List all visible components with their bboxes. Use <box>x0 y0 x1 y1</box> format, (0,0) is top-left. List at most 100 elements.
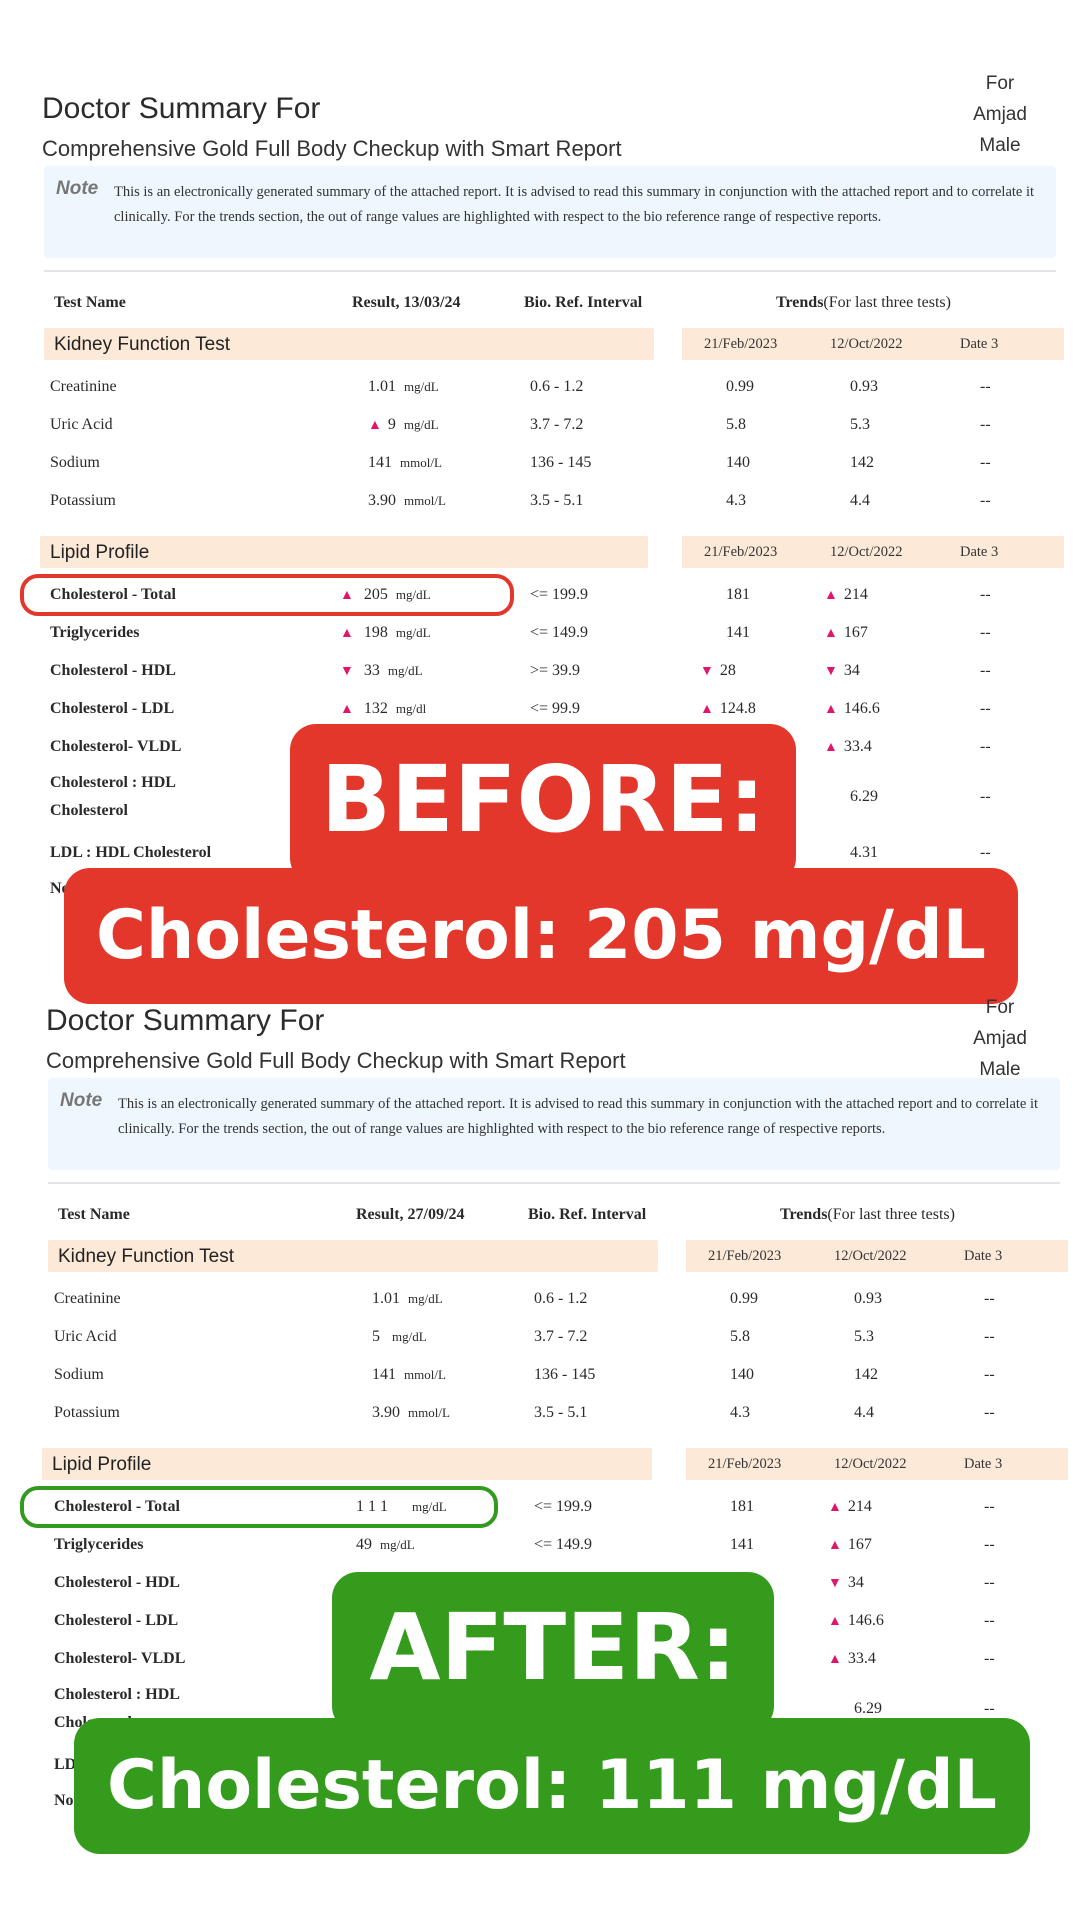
test-name: Potassium <box>54 1404 120 1421</box>
trend-date-3: Date 3 <box>960 544 999 560</box>
trend-3: -- <box>984 1290 995 1307</box>
table-row: Cholesterol : HDL Cholesterol 6.29 -- <box>0 770 1080 828</box>
table-row: Cholesterol - HDL 34 -- <box>0 1570 1080 1600</box>
trend-1: 5.8 <box>726 416 746 433</box>
after-badge-top: AFTER: <box>332 1572 774 1732</box>
header-ref: Bio. Ref. Interval <box>524 294 643 311</box>
trend-date-3: Date 3 <box>964 1456 1003 1472</box>
trend-3: -- <box>980 378 991 395</box>
patient-info: For Amjad Male <box>960 992 1040 1085</box>
flag-up-icon <box>824 700 844 717</box>
report-subtitle: Comprehensive Gold Full Body Checkup wit… <box>42 136 622 161</box>
section-lipid: Lipid Profile <box>42 1448 652 1480</box>
flag-up-icon <box>824 586 844 603</box>
flag-down-icon <box>340 662 360 679</box>
test-name: Cholesterol - Total <box>50 586 176 603</box>
trends-label: Trends <box>780 1206 828 1223</box>
result-value: 198 mg/dL <box>340 624 431 642</box>
trends-note: (For last three tests) <box>827 1206 955 1223</box>
ref-interval: 0.6 - 1.2 <box>530 378 584 395</box>
trend-2: 214 <box>828 1498 872 1516</box>
divider <box>48 1182 1060 1184</box>
trend-2: 146.6 <box>824 700 880 718</box>
note-box: Note This is an electronically generated… <box>48 1078 1060 1170</box>
trend-date-3: Date 3 <box>960 336 999 352</box>
trend-1: 141 <box>726 624 750 641</box>
trends-note: (For last three tests) <box>823 294 951 311</box>
header-result: Result, 27/09/24 <box>356 1206 465 1223</box>
trend-3: -- <box>984 1536 995 1553</box>
trend-date-1: 21/Feb/2023 <box>708 1456 782 1472</box>
test-name: LD <box>54 1756 77 1773</box>
patient-name: Amjad <box>973 1028 1027 1049</box>
test-name: Cholesterol - LDL <box>50 700 175 717</box>
flag-up-icon <box>340 586 360 603</box>
ref-interval: <= 199.9 <box>534 1498 593 1515</box>
trend-1: 140 <box>730 1366 754 1383</box>
table-row: LD <box>0 1752 1080 1782</box>
ref-interval: 0.6 - 1.2 <box>534 1290 588 1307</box>
trend-3: -- <box>984 1328 995 1345</box>
trend-3: -- <box>984 1612 995 1629</box>
trend-1: 5.8 <box>730 1328 750 1345</box>
after-badge-bottom: Cholesterol: 111 mg/dL <box>74 1718 1030 1854</box>
trend-2: 33.4 <box>824 738 872 756</box>
test-name: Triglycerides <box>50 624 140 641</box>
trend-3: -- <box>980 844 991 861</box>
trend-3: -- <box>984 1366 995 1383</box>
table-row: Potassium 3.90 mmol/L 3.5 - 5.1 4.3 4.4 … <box>0 1400 1080 1430</box>
header-trends: Trends(For last three tests) <box>776 294 951 312</box>
test-name-line-2: Cholesterol <box>50 802 128 819</box>
trend-1: 4.3 <box>730 1404 750 1421</box>
trend-2: 167 <box>828 1536 872 1554</box>
flag-up-icon <box>828 1498 848 1515</box>
report-title: Doctor Summary For <box>46 1004 325 1037</box>
trend-2: 142 <box>854 1366 878 1383</box>
trend-2: 214 <box>824 586 868 604</box>
patient-name: Amjad <box>973 104 1027 125</box>
trend-date-3: Date 3 <box>964 1248 1003 1264</box>
table-row: Sodium 141 mmol/L 136 - 145 140 142 -- <box>0 1362 1080 1392</box>
test-name: Triglycerides <box>54 1536 144 1553</box>
table-row: Sodium 141 mmol/L 136 - 145 140 142 -- <box>0 450 1080 480</box>
flag-up-icon <box>340 700 360 717</box>
trend-2: 4.4 <box>850 492 870 509</box>
ref-interval: <= 99.9 <box>530 700 581 717</box>
flag-up-icon <box>700 700 720 717</box>
trend-3: -- <box>980 492 991 509</box>
trend-date-2: 12/Oct/2022 <box>834 1456 907 1472</box>
trend-3: -- <box>984 1700 995 1717</box>
trend-date-1: 21/Feb/2023 <box>704 336 778 352</box>
result-value: 1.01 mg/dL <box>372 1290 443 1307</box>
trend-date-2: 12/Oct/2022 <box>834 1248 907 1264</box>
trend-2: 0.93 <box>850 378 878 395</box>
table-row: Triglycerides 49 mg/dL <= 149.9 141 167 … <box>0 1532 1080 1562</box>
trend-1: 181 <box>726 586 750 603</box>
flag-up-icon <box>828 1650 848 1667</box>
trend-2: 6.29 <box>850 788 878 805</box>
ref-interval: 136 - 145 <box>530 454 592 471</box>
result-value: 49 mg/dL <box>356 1536 415 1553</box>
trend-3: -- <box>980 738 991 755</box>
trend-3: -- <box>980 662 991 679</box>
trend-2: 34 <box>824 662 860 680</box>
table-row: Uric Acid 5 mg/dL 3.7 - 7.2 5.8 5.3 -- <box>0 1324 1080 1354</box>
divider <box>44 270 1056 272</box>
note-label: Note <box>56 178 99 199</box>
trend-3: -- <box>984 1404 995 1421</box>
trend-2: 5.3 <box>850 416 870 433</box>
result-value: 132 mg/dl <box>340 700 426 718</box>
header-result: Result, 13/03/24 <box>352 294 461 311</box>
ref-interval: <= 149.9 <box>530 624 589 641</box>
trend-1: 141 <box>730 1536 754 1553</box>
ref-interval: 136 - 145 <box>534 1366 596 1383</box>
test-name: Sodium <box>54 1366 104 1383</box>
patient-info: For Amjad Male <box>960 68 1040 161</box>
trend-2: 142 <box>850 454 874 471</box>
trend-dates: 21/Feb/2023 12/Oct/2022 Date 3 <box>686 1448 1068 1480</box>
trend-2: 5.3 <box>854 1328 874 1345</box>
section-label: Kidney Function Test <box>54 334 231 355</box>
section-kidney: Kidney Function Test <box>44 328 654 360</box>
test-name: Cholesterol- VLDL <box>54 1650 186 1667</box>
trend-3: -- <box>980 700 991 717</box>
